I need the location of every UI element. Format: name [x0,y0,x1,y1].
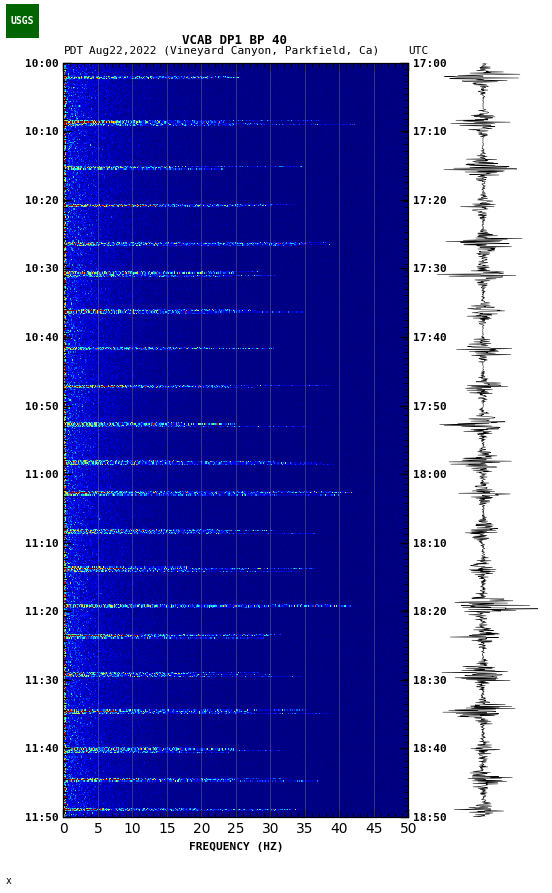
Text: USGS: USGS [10,15,34,26]
Text: VCAB DP1 BP 40: VCAB DP1 BP 40 [182,34,287,47]
Text: PDT: PDT [63,46,84,56]
Text: UTC: UTC [408,46,429,56]
X-axis label: FREQUENCY (HZ): FREQUENCY (HZ) [189,841,283,852]
Text: Aug22,2022 (Vineyard Canyon, Parkfield, Ca): Aug22,2022 (Vineyard Canyon, Parkfield, … [89,46,380,56]
Text: x: x [6,876,12,886]
